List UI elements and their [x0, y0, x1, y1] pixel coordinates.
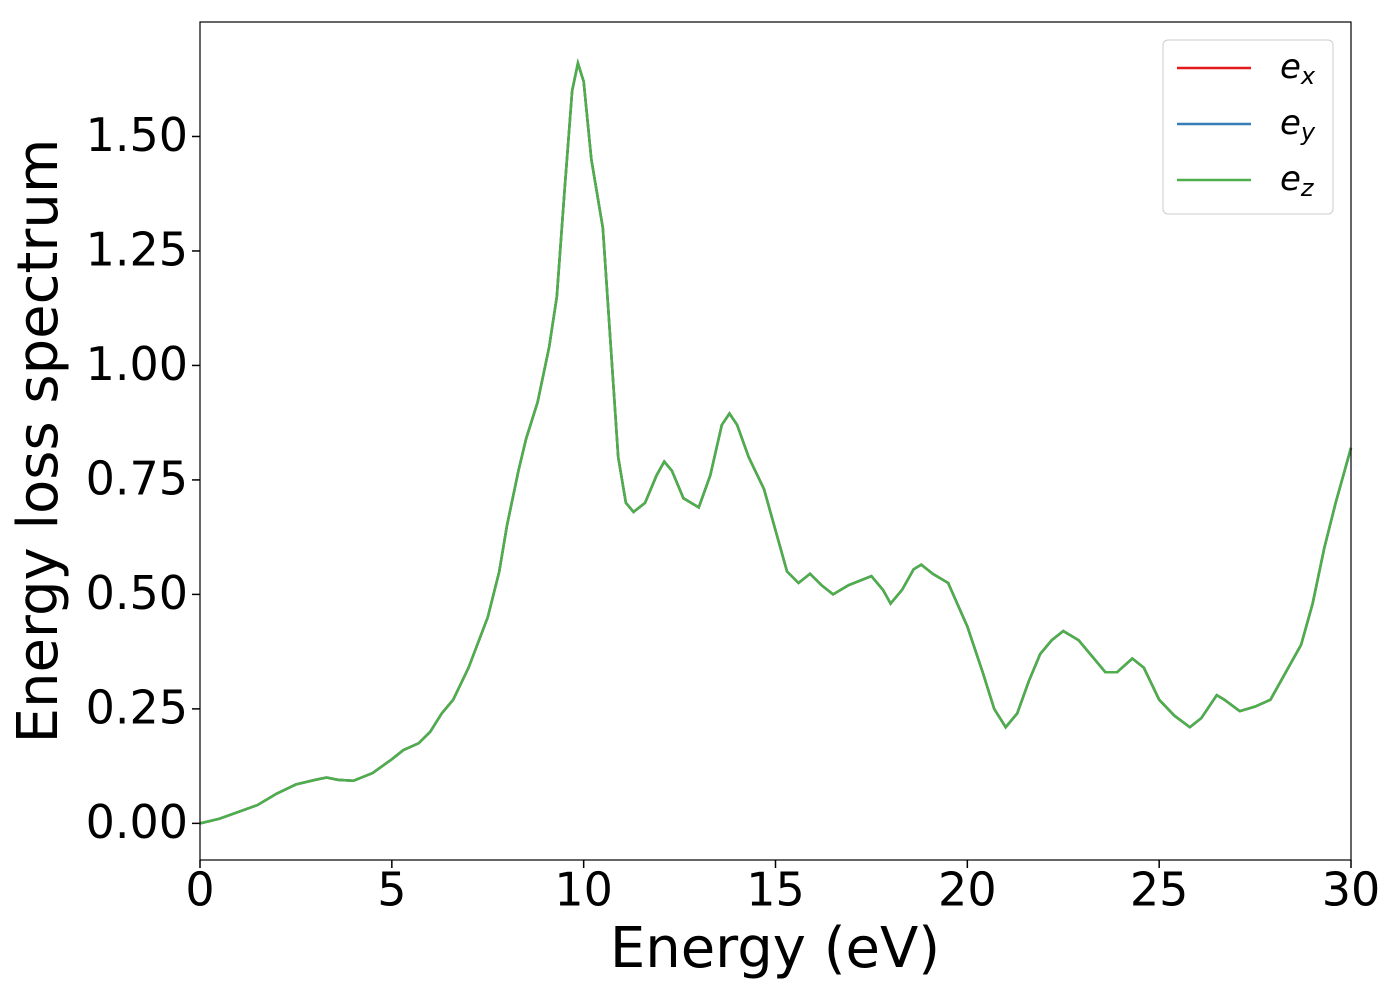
x-tick-label: 5: [377, 863, 406, 917]
legend-label: ey: [1280, 103, 1316, 147]
y-tick-label: 1.50: [86, 108, 188, 162]
y-tick-label: 1.25: [86, 222, 188, 276]
legend-label: ex: [1280, 47, 1316, 91]
plot-frame: [199, 21, 1352, 861]
x-tick-label: 25: [1130, 863, 1189, 917]
x-tick-label: 0: [185, 863, 214, 917]
legend-box: [1162, 39, 1334, 215]
x-tick-label: 10: [554, 863, 613, 917]
x-tick-label: 15: [746, 863, 805, 917]
line-series: [199, 58, 1353, 825]
y-tick-label: 0.75: [86, 451, 188, 505]
legend-label: ez: [1280, 159, 1315, 203]
y-tick-label: 0.00: [86, 795, 188, 849]
x-tick-label: 30: [1322, 863, 1381, 917]
y-tick-label: 1.00: [86, 337, 188, 391]
x-tick-label: 20: [938, 863, 997, 917]
y-tick-label: 0.25: [86, 680, 188, 734]
x-axis-label: Energy (eV): [610, 916, 940, 981]
y-tick-label: 0.50: [86, 566, 188, 620]
y-axis-label: Energy loss spectrum: [6, 139, 71, 744]
